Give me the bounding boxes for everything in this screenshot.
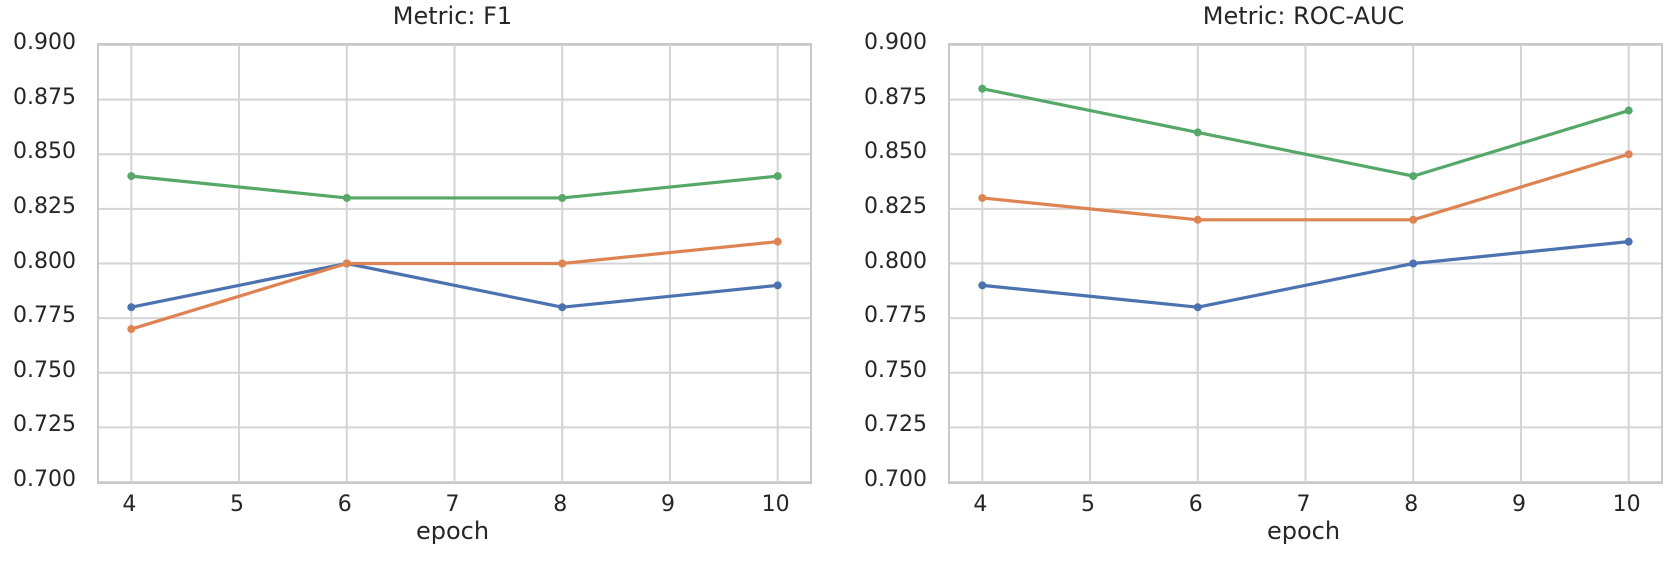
chart-canvas: [99, 45, 810, 482]
y-tick-label: 0.900: [13, 30, 76, 55]
y-tick-label: 0.875: [13, 84, 76, 110]
data-point-marker-blue: [1193, 303, 1202, 312]
x-tick-label: 10: [761, 492, 790, 517]
y-tick-label: 0.750: [864, 357, 927, 383]
data-point-marker-orange: [1624, 150, 1633, 159]
x-tick-label: 5: [1081, 492, 1096, 517]
data-point-marker-blue: [127, 303, 136, 312]
x-tick-label: 10: [1612, 492, 1641, 517]
series-line-orange: [980, 152, 1631, 222]
x-tick-label: 6: [1188, 492, 1203, 517]
series-line-green: [129, 174, 780, 200]
x-tick-label: 8: [1404, 492, 1419, 517]
series-line-blue: [980, 240, 1631, 309]
data-point-marker-green: [127, 172, 136, 181]
y-tick-label: 0.850: [864, 139, 927, 165]
y-tick-label: 0.775: [864, 303, 927, 329]
y-tick-label: 0.900: [864, 30, 927, 55]
x-axis-label: epoch: [415, 517, 490, 545]
data-point-marker-blue: [1624, 237, 1633, 246]
chart-canvas: [950, 45, 1661, 482]
chart-title: Metric: F1: [392, 2, 513, 30]
y-tick-label: 0.775: [13, 303, 76, 329]
y-tick-label: 0.725: [13, 412, 76, 438]
data-point-marker-blue: [558, 303, 567, 312]
plot-area: [97, 43, 812, 484]
data-point-marker-green: [1624, 106, 1633, 115]
y-tick-label: 0.700: [13, 467, 76, 492]
y-tick-label: 0.700: [864, 467, 927, 492]
data-point-marker-orange: [558, 259, 567, 268]
x-tick-label: 7: [445, 492, 460, 517]
chart-title: Metric: ROC-AUC: [1202, 2, 1405, 30]
x-tick-label: 7: [1296, 492, 1311, 517]
data-point-marker-green: [342, 193, 351, 202]
data-point-marker-orange: [1193, 215, 1202, 224]
series-line-orange: [129, 240, 780, 331]
data-point-marker-orange: [127, 325, 136, 334]
x-axis-label: epoch: [1266, 517, 1341, 545]
data-point-marker-green: [1409, 172, 1418, 181]
x-tick-label: 5: [230, 492, 245, 517]
y-tick-label: 0.850: [13, 139, 76, 165]
data-point-marker-orange: [1409, 215, 1418, 224]
data-point-marker-green: [978, 84, 987, 93]
data-point-marker-blue: [773, 281, 782, 290]
x-tick-label: 9: [660, 492, 675, 517]
y-tick-label: 0.825: [864, 193, 927, 219]
x-tick-label: 8: [553, 492, 568, 517]
x-tick-label: 9: [1511, 492, 1526, 517]
series-line-blue: [129, 261, 780, 309]
plot-area: [948, 43, 1663, 484]
data-point-marker-orange: [773, 237, 782, 246]
y-tick-label: 0.825: [13, 193, 76, 219]
data-point-marker-green: [1193, 128, 1202, 137]
y-tick-label: 0.750: [13, 357, 76, 383]
data-point-marker-blue: [1409, 259, 1418, 268]
y-tick-label: 0.875: [864, 84, 927, 110]
data-point-marker-green: [773, 172, 782, 181]
data-point-marker-green: [558, 193, 567, 202]
y-tick-label: 0.800: [864, 248, 927, 274]
x-tick-label: 4: [973, 492, 988, 517]
data-point-marker-orange: [978, 193, 987, 202]
data-point-marker-orange: [342, 259, 351, 268]
x-tick-label: 6: [337, 492, 352, 517]
x-tick-label: 4: [122, 492, 137, 517]
y-tick-label: 0.725: [864, 412, 927, 438]
series-line-green: [980, 87, 1631, 178]
data-point-marker-blue: [978, 281, 987, 290]
y-tick-label: 0.800: [13, 248, 76, 274]
